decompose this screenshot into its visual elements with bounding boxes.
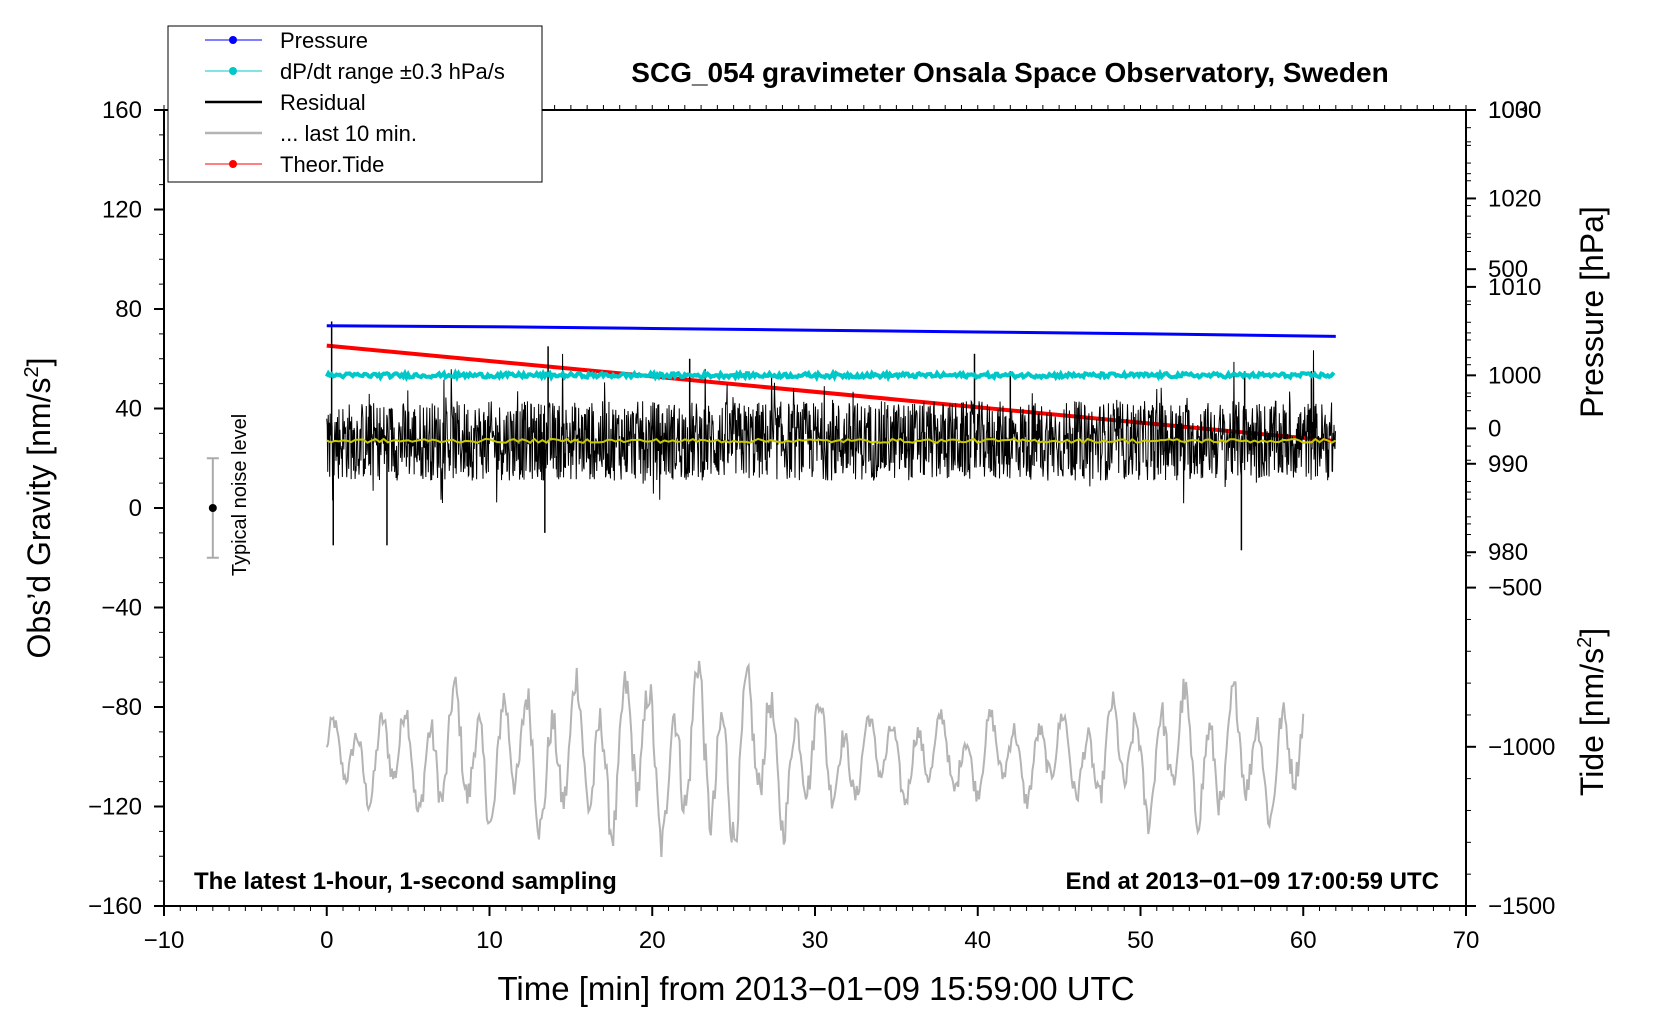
tide-tick-label: −1500 xyxy=(1488,893,1555,920)
legend-label: dP/dt range ±0.3 hPa/s xyxy=(280,59,505,84)
noise-bar-point xyxy=(208,504,217,512)
pressure-tick-label: 1010 xyxy=(1488,274,1541,301)
pressure-tick-label: 1020 xyxy=(1488,185,1541,212)
pressure-tick-label: 980 xyxy=(1488,539,1528,566)
series-last-10-min xyxy=(325,660,1305,857)
x-tick-label: 50 xyxy=(1127,927,1154,954)
tide-tick-label: −1000 xyxy=(1488,734,1555,761)
tide-tick-label: 500 xyxy=(1488,256,1528,283)
y-tick-label: 80 xyxy=(115,296,142,323)
legend-box xyxy=(167,25,543,183)
annotation-left: The latest 1-hour, 1-second sampling xyxy=(194,868,617,895)
tide-tick-label: 1000 xyxy=(1488,97,1541,124)
y-axis-label-left: Obs’d Gravity [nm/s2] xyxy=(21,358,57,659)
x-tick-label: 0 xyxy=(320,927,333,954)
legend-label: ... last 10 min. xyxy=(280,121,417,146)
y-tick-label: −80 xyxy=(101,694,142,721)
series-group xyxy=(324,321,1337,857)
legend-marker xyxy=(229,160,237,168)
annotation-right: End at 2013−01−09 17:00:59 UTC xyxy=(1065,868,1439,895)
plot-frame xyxy=(163,109,1467,907)
noise-label: Typical noise level xyxy=(229,414,251,576)
x-tick-label: 60 xyxy=(1290,927,1317,954)
chart-title: SCG_054 gravimeter Onsala Space Observat… xyxy=(631,57,1388,88)
pressure-tick-label: 1030 xyxy=(1488,97,1541,124)
x-tick-label: 20 xyxy=(639,927,666,954)
y-tick-label: 120 xyxy=(102,197,142,224)
time-axis: −10 0 10 20 30 40 50 60 70 xyxy=(144,906,1480,954)
tide-tick-label: −500 xyxy=(1488,575,1542,602)
y-tick-label: 40 xyxy=(115,396,142,423)
y-tick-label: −40 xyxy=(101,595,142,622)
x-tick-label: −10 xyxy=(144,927,185,954)
y-tick-label: −120 xyxy=(88,794,142,821)
pressure-tick-label: 1000 xyxy=(1488,362,1541,389)
y-tick-label: 0 xyxy=(129,495,142,522)
tide-tick-label: 0 xyxy=(1488,415,1501,442)
legend-marker xyxy=(229,36,237,44)
legend-label: Residual xyxy=(280,90,366,115)
series-dpdt xyxy=(324,368,1336,383)
x-tick-label: 40 xyxy=(964,927,991,954)
legend-label: Theor.Tide xyxy=(280,152,384,177)
noise-bar xyxy=(206,457,219,559)
legend: Pressure dP/dt range ±0.3 hPa/s Residual..… xyxy=(167,25,543,183)
series-tide xyxy=(326,343,1336,444)
series-residual-smoothed xyxy=(326,437,1337,445)
x-tick-label: 10 xyxy=(476,927,503,954)
x-tick-label: 70 xyxy=(1453,927,1480,954)
gravity-axis: −160 −120 −80 −40 0 40 80 120 160 xyxy=(88,97,164,920)
x-axis-label: Time [min] from 2013−01−09 15:59:00 UTC xyxy=(497,970,1134,1007)
y-tick-label: 160 xyxy=(102,97,142,124)
series-residual xyxy=(326,350,1336,504)
x-tick-label: 30 xyxy=(802,927,829,954)
y-tick-label: −160 xyxy=(88,893,142,920)
series-pressure xyxy=(326,324,1336,338)
pressure-axis: 980 990 1000 1010 1020 1030 xyxy=(1466,97,1541,566)
pressure-tick-label: 990 xyxy=(1488,451,1528,478)
tide-axis: −1500 −1000 −500 0 500 1000 xyxy=(1466,97,1555,920)
legend-label: Pressure xyxy=(280,28,368,53)
y-axis-label-tide: Tide [nm/s2] xyxy=(1574,628,1610,796)
legend-marker xyxy=(229,67,237,75)
y-axis-label-pressure: Pressure [hPa] xyxy=(1574,206,1610,418)
